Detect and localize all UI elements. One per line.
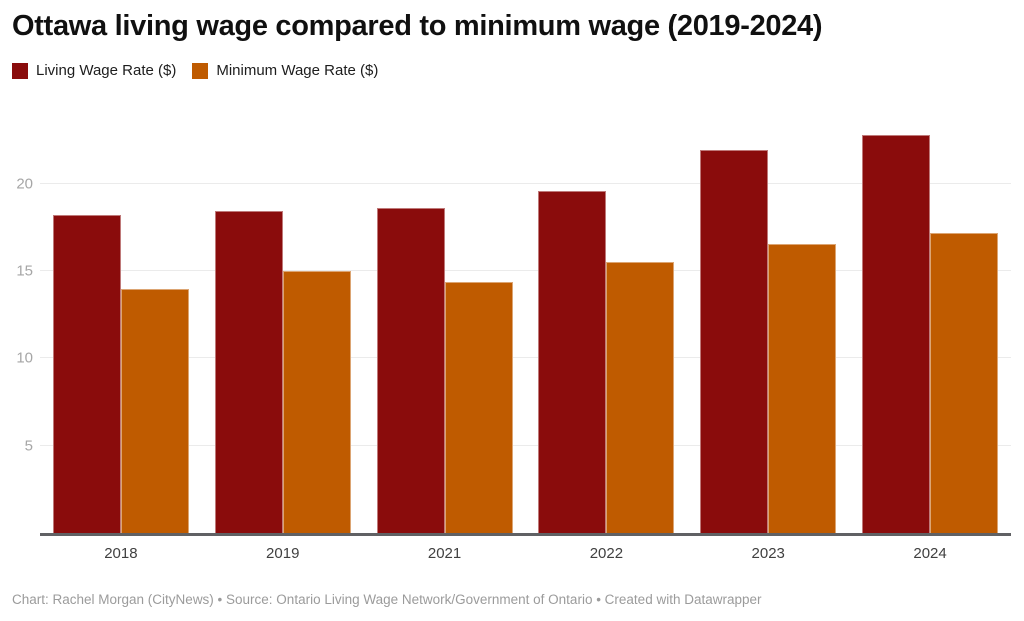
x-tick-label-2023: 2023 [751, 545, 785, 562]
y-tick-label-15: 15 [16, 262, 33, 280]
bar-group-2022 [525, 100, 687, 533]
living-wage-swatch-icon [12, 62, 28, 79]
gridline-y-10 [40, 357, 1011, 359]
minimum-wage-bar-2023 [768, 244, 837, 533]
legend-item-living-wage: Living Wage Rate ($) [12, 62, 176, 79]
bar-group-2019 [202, 100, 364, 533]
minimum-wage-bar-2021 [444, 282, 513, 533]
bar-group-2023 [687, 100, 849, 533]
gridline-y-5 [40, 444, 1011, 446]
legend-label-minimum-wage: Minimum Wage Rate ($) [216, 62, 379, 79]
bar-group-2021 [364, 100, 526, 533]
x-axis: 2018 2019 2021 2022 2023 2024 [40, 536, 1011, 562]
gridline-y-15 [40, 270, 1011, 272]
bar-group-2018 [40, 100, 202, 533]
minimum-wage-bar-2022 [606, 262, 675, 533]
x-tick-label-2018: 2018 [104, 545, 138, 562]
x-tick-label-2022: 2022 [589, 545, 624, 562]
legend: Living Wage Rate ($) Minimum Wage Rate (… [12, 62, 378, 79]
minimum-wage-swatch-icon [192, 62, 209, 79]
living-wage-bar-2022 [538, 190, 607, 533]
plot-area: 5 10 15 20 [16, 100, 1011, 536]
legend-item-minimum-wage: Minimum Wage Rate ($) [192, 62, 378, 79]
y-tick-label-10: 10 [16, 349, 33, 367]
minimum-wage-bar-2024 [930, 232, 999, 533]
x-tick-label-2021: 2021 [427, 545, 462, 562]
bar-group-2024 [849, 100, 1011, 533]
living-wage-bar-2023 [700, 149, 769, 533]
x-tick-label-2019: 2019 [266, 545, 300, 562]
y-tick-label-20: 20 [16, 175, 33, 193]
bar-groups [40, 100, 1011, 533]
x-tick-label-2024: 2024 [913, 545, 947, 562]
living-wage-bar-2021 [376, 208, 445, 533]
living-wage-bar-2024 [862, 134, 931, 533]
y-tick-label-5: 5 [24, 437, 33, 455]
legend-label-living-wage: Living Wage Rate ($) [36, 62, 177, 79]
chart-title: Ottawa living wage compared to minimum w… [12, 10, 823, 42]
chart-area: 5 10 15 20 2018 2019 2021 2022 2023 2024 [16, 100, 1011, 562]
living-wage-bar-2019 [214, 210, 283, 533]
living-wage-bar-2018 [52, 215, 121, 533]
minimum-wage-bar-2019 [282, 271, 351, 533]
gridline-y-20 [40, 182, 1011, 184]
minimum-wage-bar-2018 [120, 288, 189, 533]
attribution-line: Chart: Rachel Morgan (CityNews) • Source… [12, 592, 762, 607]
